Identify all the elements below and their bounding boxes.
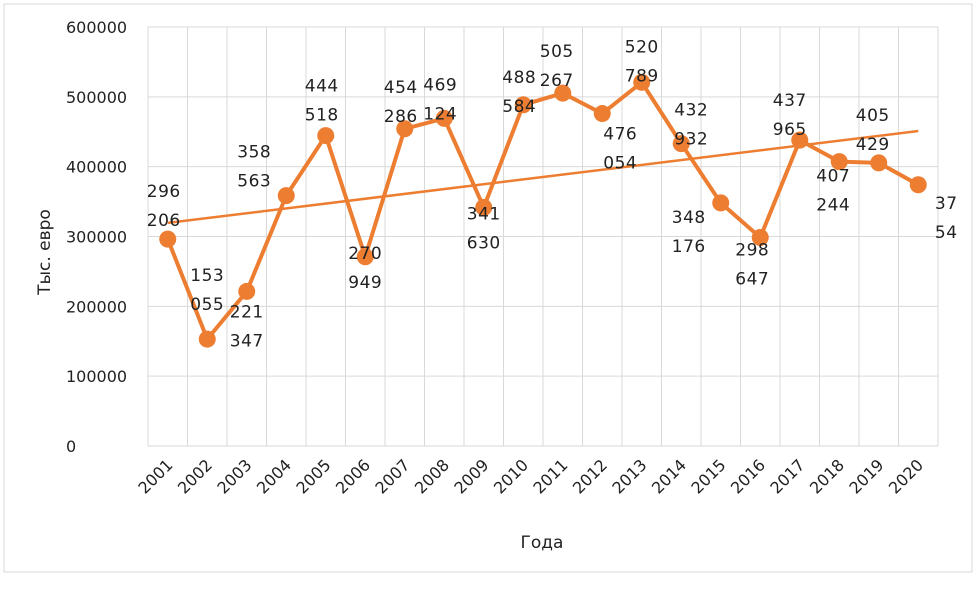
data-label: 267 — [540, 71, 574, 91]
data-label: 055 — [190, 295, 224, 315]
data-label: 454 — [384, 78, 418, 98]
data-label: 476 — [603, 125, 637, 145]
data-label: 270 — [348, 244, 382, 264]
y-tick-label: 200000 — [66, 297, 127, 316]
data-point-marker — [712, 194, 730, 212]
data-label: 054 — [603, 154, 637, 174]
data-point-marker — [277, 187, 295, 205]
data-point-marker — [435, 109, 453, 127]
data-point-marker — [870, 154, 888, 172]
chart-border — [3, 3, 973, 573]
data-label: 37 — [935, 194, 958, 214]
data-label: 518 — [305, 106, 339, 126]
data-point-marker — [198, 330, 216, 348]
data-label: 358 — [237, 143, 271, 163]
data-label: 286 — [384, 107, 418, 127]
data-label: 206 — [147, 211, 181, 231]
x-axis-title: Года — [521, 533, 564, 553]
data-label: 584 — [502, 97, 536, 117]
data-point-marker — [751, 228, 769, 246]
data-label: 407 — [816, 167, 850, 187]
y-tick-label: 300000 — [66, 228, 127, 247]
data-label: 296 — [147, 182, 181, 202]
data-label: 54 — [935, 223, 958, 243]
series-line — [165, 80, 920, 342]
data-point-marker — [317, 127, 335, 145]
y-tick-label: 500000 — [66, 88, 127, 107]
data-label: 341 — [467, 204, 501, 224]
data-label: 469 — [423, 75, 457, 95]
data-label: 432 — [674, 101, 708, 121]
data-point-marker — [554, 84, 572, 102]
data-label: 647 — [735, 269, 769, 289]
data-point-marker — [356, 248, 374, 266]
data-point-marker — [475, 198, 493, 216]
data-label: 444 — [305, 77, 339, 97]
data-label: 405 — [856, 106, 890, 126]
data-label: 124 — [423, 104, 457, 124]
y-axis-title: Тыс. евро — [35, 209, 55, 296]
data-label: 505 — [540, 42, 574, 62]
data-label: 429 — [856, 135, 890, 155]
data-label: 965 — [773, 120, 807, 140]
data-label: 347 — [230, 331, 264, 351]
data-point-marker — [791, 131, 809, 149]
data-point-marker — [514, 96, 532, 114]
data-label: 563 — [237, 172, 271, 192]
data-label: 221 — [230, 302, 264, 322]
data-label: 437 — [773, 91, 807, 111]
data-label: 153 — [190, 266, 224, 286]
y-tick-label: 400000 — [66, 158, 127, 177]
data-label: 348 — [672, 208, 706, 228]
data-label: 949 — [348, 273, 382, 293]
data-point-marker — [593, 105, 611, 123]
data-point-marker — [830, 153, 848, 171]
data-point-marker — [238, 282, 256, 300]
y-tick-label: 100000 — [66, 367, 127, 386]
data-point-marker — [633, 73, 651, 91]
data-point-marker — [909, 176, 927, 194]
data-label: 520 — [625, 37, 659, 57]
data-point-marker — [396, 120, 414, 138]
data-label: 298 — [735, 240, 769, 260]
y-tick-label: 0 — [66, 437, 76, 456]
data-point-marker — [672, 135, 690, 153]
data-label: 244 — [816, 196, 850, 216]
trendline — [167, 129, 919, 225]
data-label: 176 — [672, 237, 706, 257]
data-label: 932 — [674, 130, 708, 150]
data-label: 488 — [502, 68, 536, 88]
y-tick-label: 600000 — [66, 18, 127, 37]
data-point-marker — [159, 230, 177, 248]
data-label: 630 — [467, 233, 501, 253]
data-label: 789 — [625, 66, 659, 86]
